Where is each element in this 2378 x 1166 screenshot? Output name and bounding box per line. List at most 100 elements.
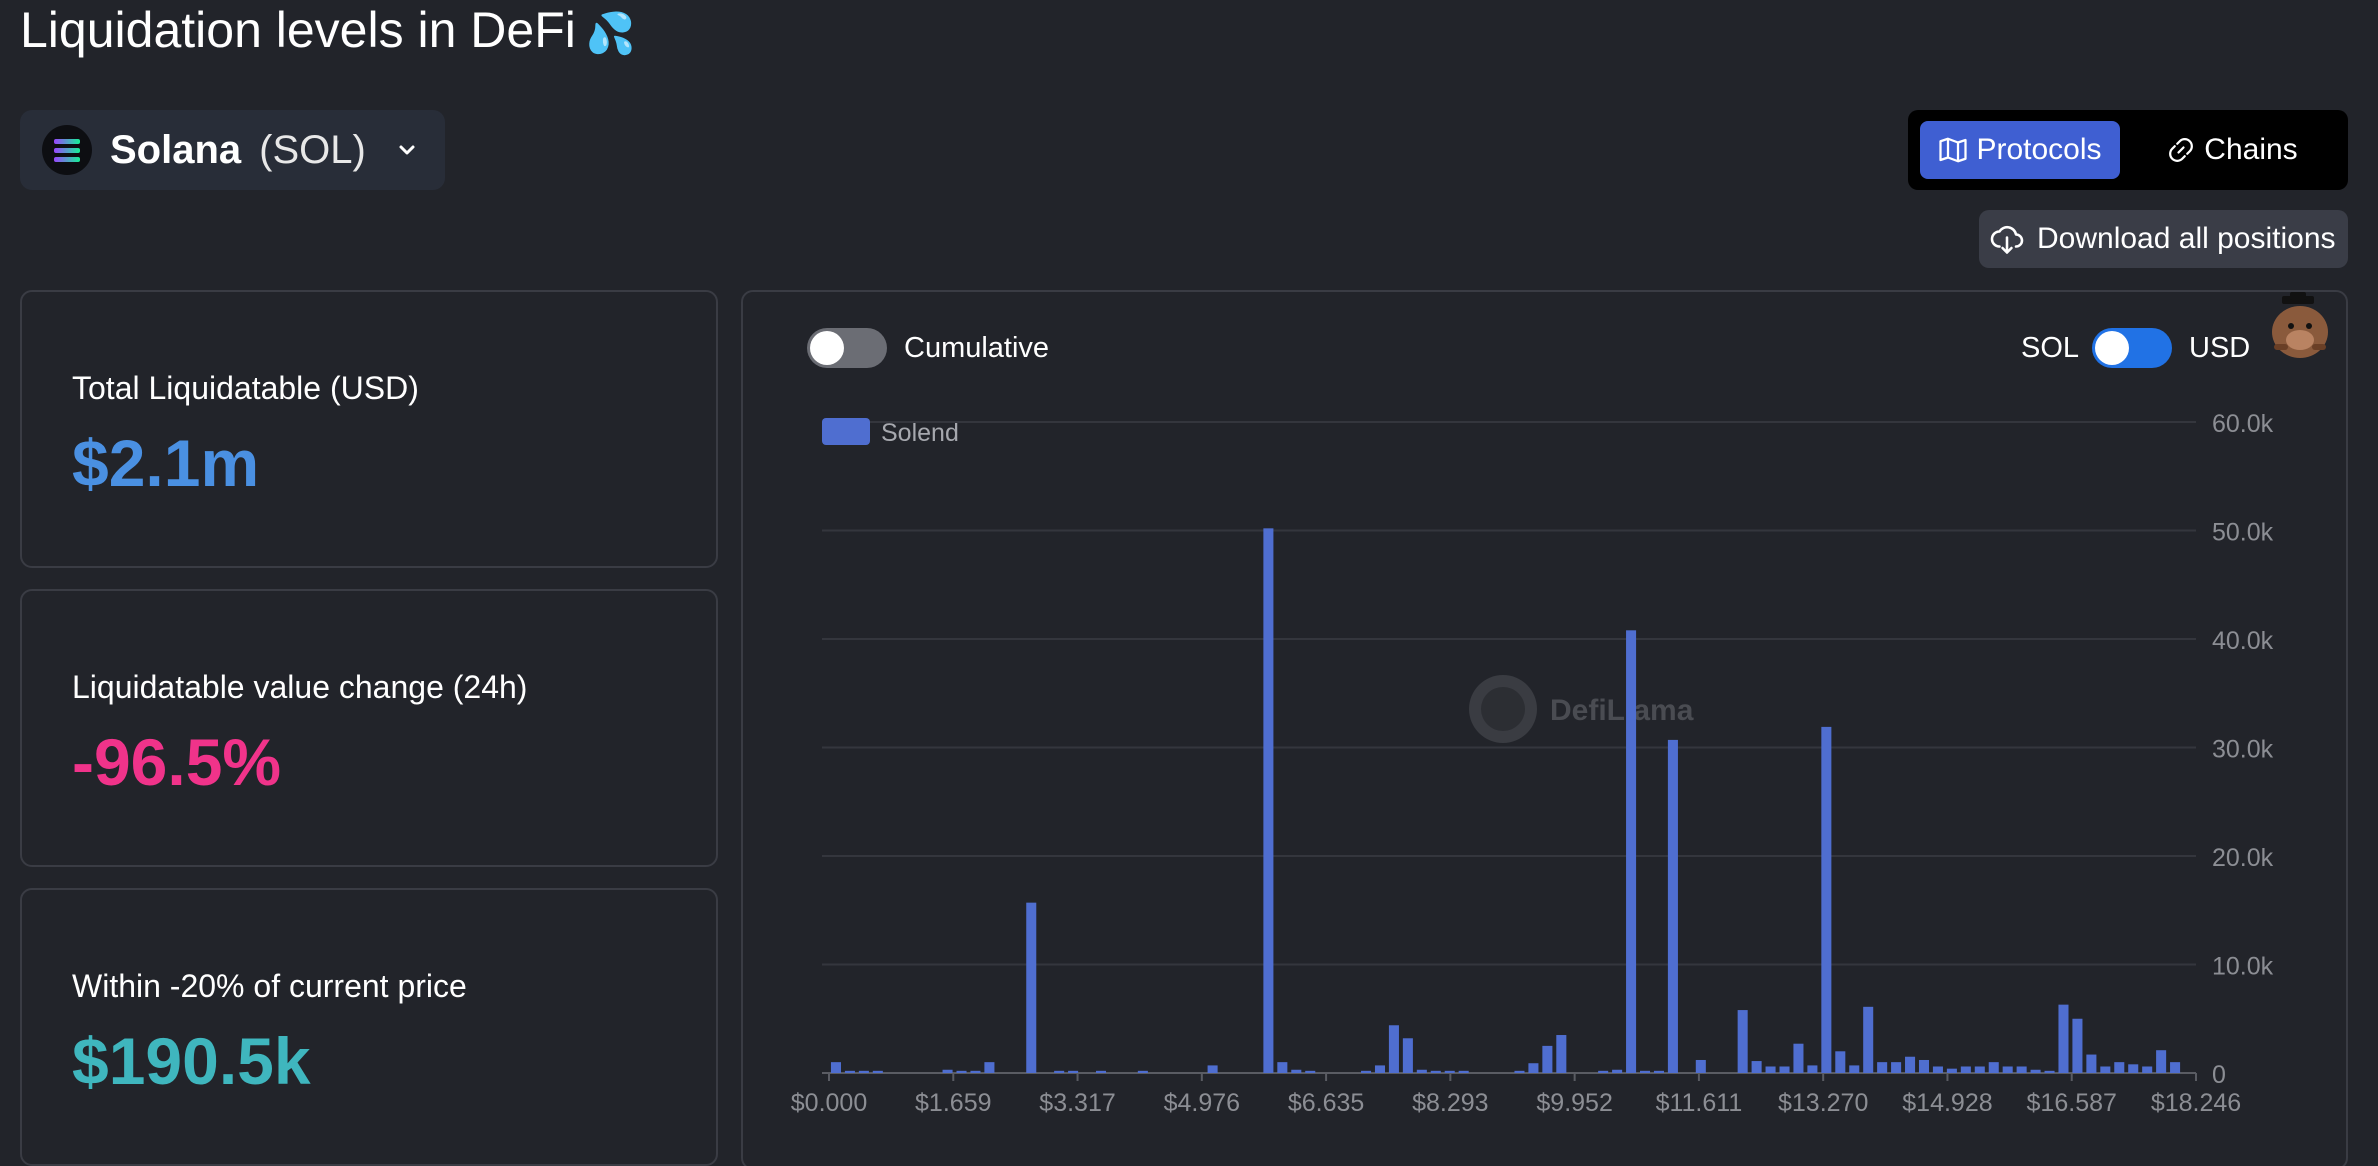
bar-solend[interactable]	[2002, 1066, 2013, 1073]
bar-solend[interactable]	[1849, 1065, 1860, 1073]
x-tick-label: $1.659	[915, 1089, 991, 1117]
bar-solend[interactable]	[2044, 1070, 2055, 1073]
bar-solend[interactable]	[1639, 1070, 1651, 1073]
bar-solend[interactable]	[2086, 1054, 2097, 1073]
bar-solend[interactable]	[984, 1062, 995, 1073]
bar-solend[interactable]	[872, 1070, 883, 1073]
bar-solend[interactable]	[1416, 1069, 1427, 1073]
stat-label: Within -20% of current price	[72, 968, 467, 1004]
bar-solend[interactable]	[830, 1062, 841, 1073]
asset-name: Solana	[110, 127, 242, 172]
page-title-text: Liquidation levels in DeFi	[20, 2, 576, 58]
bar-solend[interactable]	[1361, 1070, 1372, 1073]
bar-solend[interactable]	[942, 1069, 953, 1073]
bar-solend[interactable]	[1388, 1025, 1399, 1073]
bar-solend[interactable]	[1807, 1065, 1818, 1073]
bar-solend[interactable]	[1653, 1070, 1664, 1073]
stat-label: Total Liquidatable (USD)	[72, 370, 419, 406]
stat-value: $190.5k	[72, 1024, 311, 1098]
bar-solend[interactable]	[2016, 1066, 2027, 1073]
bar-solend[interactable]	[1095, 1070, 1107, 1073]
stat-card-within-20: Within -20% of current price $190.5k	[20, 888, 718, 1166]
bar-solend[interactable]	[2142, 1066, 2153, 1073]
y-tick-label: 50.0k	[2212, 519, 2274, 547]
bar-solend[interactable]	[1918, 1059, 1930, 1073]
bar-solend[interactable]	[2128, 1064, 2139, 1073]
bar-solend[interactable]	[1514, 1070, 1525, 1073]
bar-solend[interactable]	[1863, 1006, 1874, 1073]
bar-solend[interactable]	[1305, 1070, 1316, 1073]
solana-logo-icon	[42, 125, 92, 175]
bar-solend[interactable]	[1946, 1068, 1957, 1073]
bar-solend[interactable]	[1026, 902, 1037, 1073]
bar-solend[interactable]	[1444, 1070, 1455, 1073]
bar-solend[interactable]	[1068, 1070, 1079, 1073]
page-title: Liquidation levels in DeFi 💦	[20, 0, 636, 64]
bar-solend[interactable]	[1932, 1066, 1943, 1073]
y-tick-label: 0	[2212, 1061, 2226, 1089]
bar-solend[interactable]	[1458, 1070, 1469, 1073]
bar-solend[interactable]	[1751, 1061, 1762, 1073]
bar-solend[interactable]	[1821, 726, 1832, 1073]
download-label: Download all positions	[2037, 222, 2336, 255]
bar-solend[interactable]	[2058, 1004, 2069, 1073]
cloud-download-icon	[1990, 225, 2024, 254]
bar-solend[interactable]	[1277, 1062, 1288, 1073]
bar-solend[interactable]	[844, 1070, 855, 1073]
legend-label-solend[interactable]: Solend	[881, 419, 959, 447]
map-icon	[1939, 137, 1968, 163]
bar-solend[interactable]	[1667, 739, 1678, 1073]
bar-solend[interactable]	[970, 1070, 981, 1073]
bar-solend[interactable]	[1263, 528, 1274, 1073]
view-toggle: Protocols Chains	[1908, 110, 2348, 190]
bar-solend[interactable]	[1612, 1069, 1623, 1073]
protocols-tab-button[interactable]: Protocols	[1920, 121, 2120, 179]
bar-solend[interactable]	[1291, 1069, 1302, 1073]
bar-solend[interactable]	[1402, 1038, 1413, 1073]
bar-solend[interactable]	[2072, 1018, 2083, 1073]
x-tick-label: $8.293	[1412, 1089, 1488, 1117]
download-all-positions-button[interactable]: Download all positions	[1979, 210, 2348, 268]
bar-solend[interactable]	[858, 1070, 869, 1073]
chains-tab-button[interactable]: Chains	[2132, 121, 2332, 179]
bar-solend[interactable]	[2156, 1050, 2167, 1073]
bar-solend[interactable]	[1905, 1056, 1916, 1073]
bar-solend[interactable]	[1793, 1043, 1804, 1073]
bar-solend[interactable]	[1891, 1062, 1902, 1073]
bar-solend[interactable]	[1054, 1070, 1065, 1073]
bar-solend[interactable]	[1877, 1062, 1888, 1073]
bar-solend[interactable]	[1430, 1070, 1441, 1073]
bar-solend[interactable]	[1542, 1045, 1553, 1073]
bar-solend[interactable]	[2030, 1069, 2041, 1073]
bar-solend[interactable]	[1374, 1065, 1386, 1073]
stat-value: -96.5%	[72, 725, 282, 799]
bar-solend[interactable]	[1737, 1010, 1748, 1073]
watermark-text: DefiLlama	[1550, 694, 1694, 727]
bar-solend[interactable]	[1765, 1066, 1776, 1073]
bar-solend[interactable]	[1598, 1070, 1609, 1073]
bar-solend[interactable]	[1835, 1051, 1846, 1073]
chevron-down-icon	[399, 145, 415, 155]
y-tick-label: 20.0k	[2212, 844, 2274, 872]
unit-toggle[interactable]	[2092, 328, 2172, 368]
bar-solend[interactable]	[1137, 1070, 1148, 1073]
bar-solend[interactable]	[2100, 1066, 2111, 1073]
asset-selector-dropdown[interactable]: Solana (SOL)	[20, 110, 445, 190]
bar-solend[interactable]	[956, 1070, 967, 1073]
bar-solend[interactable]	[1528, 1063, 1539, 1073]
bar-solend[interactable]	[1988, 1062, 1999, 1073]
bar-solend[interactable]	[1556, 1035, 1567, 1073]
bar-solend[interactable]	[1207, 1065, 1218, 1073]
cumulative-toggle[interactable]	[807, 328, 887, 368]
bar-solend[interactable]	[2114, 1062, 2125, 1073]
x-tick-label: $9.952	[1536, 1089, 1612, 1117]
bar-solend[interactable]	[2170, 1062, 2181, 1073]
bar-solend[interactable]	[1626, 630, 1637, 1073]
legend-swatch-solend[interactable]	[822, 418, 870, 445]
bar-solend[interactable]	[1695, 1059, 1706, 1073]
x-tick-label: $18.246	[2151, 1089, 2241, 1117]
bar-solend[interactable]	[1974, 1066, 1985, 1073]
bar-solend[interactable]	[1960, 1066, 1971, 1073]
x-tick-label: $16.587	[2027, 1089, 2117, 1117]
bar-solend[interactable]	[1779, 1066, 1790, 1073]
